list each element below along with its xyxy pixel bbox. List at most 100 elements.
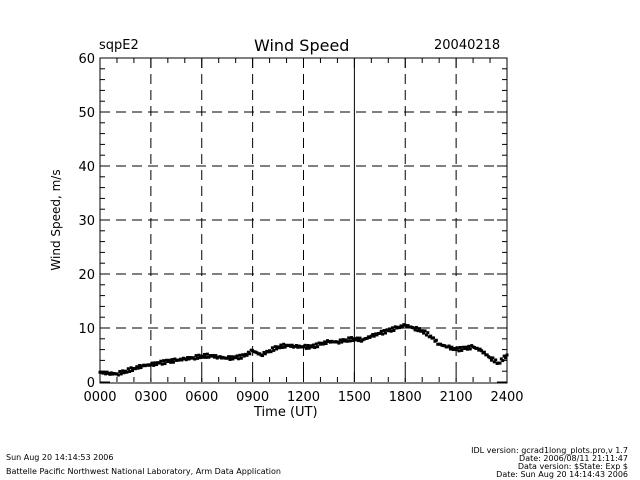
data-point-fill [382, 329, 386, 333]
data-point-fill [273, 345, 277, 349]
data-point-fill [204, 355, 208, 359]
data-point-fill [194, 354, 198, 358]
data-point-fill [136, 366, 140, 370]
data-point-fill [489, 358, 493, 362]
data-point-fill [303, 343, 307, 347]
data-point-fill [464, 345, 468, 349]
data-point [310, 345, 314, 349]
y-tick-label: 30 [78, 214, 95, 229]
data-point-fill [391, 326, 395, 330]
data-point-fill [448, 347, 452, 351]
data-point-fill [238, 353, 242, 357]
data-point-fill [314, 342, 318, 346]
data-point-fill [248, 352, 252, 356]
y-tick-label: 50 [78, 106, 95, 121]
data-point-fill [413, 328, 417, 332]
data-point-fill [358, 336, 362, 340]
data-point-fill [198, 356, 202, 360]
data-point [429, 334, 433, 338]
data-point-fill [150, 361, 154, 365]
data-point-fill [434, 338, 438, 342]
data-point [386, 329, 390, 333]
data-point-fill [502, 354, 506, 358]
footer-line: Date: Sun Aug 20 14:14:43 2006 [496, 470, 628, 479]
data-point-fill [277, 346, 281, 350]
data-point-fill [294, 343, 298, 347]
data-point-fill [169, 360, 173, 364]
x-tick-label: 0600 [185, 390, 218, 405]
data-point-fill [184, 358, 188, 362]
data-point-fill [193, 357, 197, 361]
data-point-fill [389, 329, 393, 333]
data-point-fill [211, 353, 215, 357]
data-point-fill [338, 338, 342, 342]
data-point-fill [138, 363, 142, 367]
data-point-fill [491, 356, 495, 360]
data-point-fill [235, 354, 239, 358]
data-point-fill [423, 329, 427, 333]
data-point-fill [482, 350, 486, 354]
data-point-fill [131, 369, 135, 373]
data-point [225, 356, 229, 360]
data-point-fill [478, 347, 482, 351]
footer-line: IDL version: gcrad1long_plots.pro,v 1.7 [471, 446, 628, 455]
data-point-fill [485, 353, 489, 357]
data-point-fill [159, 359, 163, 363]
data-point-fill [372, 334, 376, 338]
data-point-fill [104, 372, 108, 376]
data-point-fill [313, 346, 317, 350]
date-label: 20040218 [434, 38, 501, 53]
data-point-fill [417, 327, 421, 331]
footer-version-info: IDL version: gcrad1long_plots.pro,v 1.7 … [471, 447, 628, 479]
data-point-fill [501, 359, 505, 363]
data-point-fill [228, 357, 232, 361]
data-point-fill [275, 347, 279, 351]
data-point-fill [354, 338, 358, 342]
x-tick-label: 0000 [83, 390, 116, 405]
data-point-fill [398, 326, 402, 330]
data-point-fill [450, 345, 454, 349]
data-point-fill [465, 347, 469, 351]
x-tick-label: 1500 [338, 390, 371, 405]
data-point-fill [214, 354, 218, 358]
data-point-fill [290, 343, 294, 347]
data-point-fill [118, 370, 122, 374]
data-point-fill [102, 370, 106, 374]
data-point-fill [261, 354, 265, 358]
data-point-fill [197, 353, 201, 357]
data-point-fill [415, 325, 419, 329]
data-point-fill [239, 356, 243, 360]
data-point-fill [340, 340, 344, 344]
data-point-fill [424, 333, 428, 337]
data-point-fill [357, 339, 361, 343]
x-tick-label: 1800 [389, 390, 422, 405]
data-point-fill [475, 346, 479, 350]
y-tick-label: 0 [87, 376, 95, 391]
data-point [157, 361, 161, 365]
data-point-fill [201, 355, 205, 359]
data-point [302, 345, 305, 349]
data-point-fill [499, 357, 503, 361]
data-point-fill [203, 352, 207, 356]
data-point-fill [456, 346, 460, 350]
data-point-fill [371, 332, 375, 336]
data-point-fill [392, 328, 396, 332]
x-axis-label: Time (UT) [254, 405, 318, 420]
site-label: sqpE2 [99, 38, 139, 53]
data-point-fill [153, 361, 157, 365]
footer-timestamp: Sun Aug 20 14:14:53 2006 [6, 453, 114, 462]
data-point-fill [492, 360, 496, 364]
data-point-fill [270, 346, 274, 350]
x-tick-label: 0300 [134, 390, 167, 405]
data-point [369, 334, 373, 338]
data-point-fill [447, 344, 451, 348]
data-point-fill [170, 358, 174, 362]
data-point-fill [236, 357, 240, 361]
footer-line: Data version: $State: Exp $ [517, 462, 628, 471]
data-point-fill [245, 353, 249, 357]
data-point-fill [379, 329, 383, 333]
data-point-fill [468, 347, 472, 351]
x-tick-label: 0900 [236, 390, 269, 405]
